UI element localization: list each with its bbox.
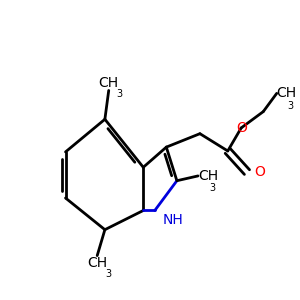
Text: O: O xyxy=(254,164,265,178)
Text: 3: 3 xyxy=(117,89,123,99)
Text: CH: CH xyxy=(198,169,218,183)
Text: NH: NH xyxy=(163,213,184,227)
Text: 3: 3 xyxy=(209,183,215,194)
Text: 3: 3 xyxy=(288,101,294,111)
Text: CH: CH xyxy=(99,76,119,91)
Text: 3: 3 xyxy=(105,268,111,279)
Text: CH: CH xyxy=(87,256,107,270)
Text: O: O xyxy=(236,121,247,135)
Text: CH: CH xyxy=(277,86,297,100)
